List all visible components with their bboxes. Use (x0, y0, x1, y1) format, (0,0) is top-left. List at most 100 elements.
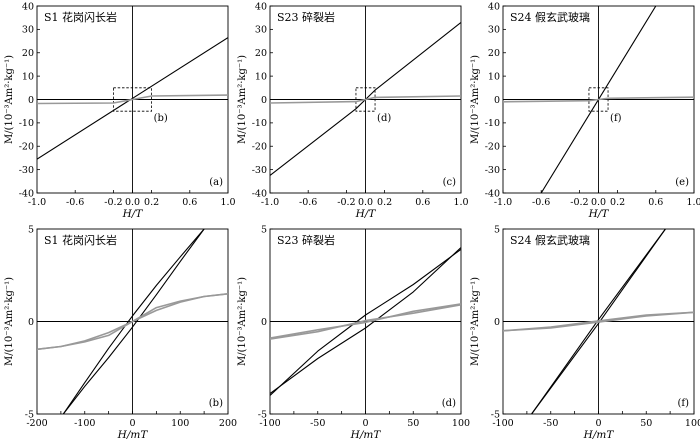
zoom-region-box (113, 87, 153, 112)
x-tick-label: 100 (452, 418, 470, 429)
y-axis-title: M/(10⁻³Am²·kg⁻¹) (4, 55, 15, 144)
y-tick-label: 0 (28, 95, 34, 106)
y-tick-label: -40 (252, 188, 267, 199)
zoom-region-label: (f) (610, 113, 622, 124)
panel-f: -100-50050100-505H/mTM/(10⁻³Am²·kg⁻¹)S24… (470, 224, 700, 441)
panel-b: -200 -100 0 100 200 -5 0 5 H/mT M/(10⁻³Am²·kg⁻¹) S… (4, 224, 237, 441)
y-axis-title: M/(10⁻³Am²·kg⁻¹) (237, 277, 248, 366)
y-tick-label: -30 (485, 165, 500, 176)
x-tick-label: 200 (219, 418, 237, 429)
x-tick-label: -0.6 (532, 197, 550, 208)
x-axis-title: H/T (588, 208, 610, 220)
panel-letter: (b) (209, 398, 223, 409)
y-tick-label: 40 (22, 1, 34, 12)
y-tick-label: 40 (488, 1, 500, 12)
induced-series-line (37, 293, 228, 351)
panel-title: S23 碎裂岩 (277, 10, 335, 24)
induced-series-line (37, 94, 228, 105)
x-tick-label: -1.0 (28, 197, 46, 208)
y-tick-label: 0 (494, 95, 500, 106)
x-tick-label: -50 (543, 418, 558, 429)
x-tick-label: 0.0 (591, 197, 606, 208)
y-axis-title: M/(10⁻³Am²·kg⁻¹) (237, 55, 248, 144)
series-group (270, 247, 461, 396)
x-tick-label: 0 (362, 418, 368, 429)
zoom-region-label: (b) (154, 113, 168, 124)
panel-d: -100 -50 0 50 100-505H/mTM/(10⁻³Am²·kg⁻¹)S23… (237, 224, 470, 441)
y-tick-label: 20 (255, 48, 267, 59)
panel-letter: (c) (443, 177, 457, 188)
total-series-line (62, 229, 205, 414)
y-tick-label: -30 (252, 165, 267, 176)
y-tick-label: -30 (19, 165, 34, 176)
induced-series-line (270, 95, 461, 104)
y-tick-label: -10 (252, 118, 267, 129)
x-axis-title: H/mT (117, 429, 149, 441)
y-tick-label: -5 (258, 409, 267, 420)
y-axis-title: M/(10⁻³Am²·kg⁻¹) (470, 55, 481, 144)
y-tick-label: 20 (22, 48, 34, 59)
x-axis-title: H/mT (583, 429, 615, 441)
x-tick-label: 1.0 (686, 197, 700, 208)
x-tick-label: 1.0 (453, 197, 468, 208)
x-tick-label: 0 (129, 418, 135, 429)
x-axis-title: H/mT (350, 429, 382, 441)
y-tick-label: -20 (485, 142, 500, 153)
zoom-region-box (355, 87, 376, 112)
y-tick-label: 30 (255, 25, 267, 36)
x-tick-label: -100 (74, 418, 95, 429)
y-tick-label: 30 (22, 25, 34, 36)
x-tick-label: -0.6 (66, 197, 84, 208)
y-tick-label: -10 (19, 118, 34, 129)
x-tick-label: 0.0 (358, 197, 373, 208)
x-tick-label: 50 (640, 418, 652, 429)
panel-a: -1.0 -0.6 -0.2 0.0 0.2 0.6 1.0 -40 -30 -20 -10 0 10 2… (4, 1, 236, 220)
x-tick-label: -50 (310, 418, 325, 429)
x-tick-label: -100 (259, 418, 280, 429)
induced-series-line (503, 96, 694, 103)
x-tick-label: 0.6 (415, 197, 430, 208)
x-axis-title: H/T (355, 208, 377, 220)
total-series-line (37, 37, 228, 160)
zoom-region-label: (d) (377, 113, 391, 124)
y-axis-title: M/(10⁻³Am²·kg⁻¹) (470, 277, 481, 366)
y-tick-label: 0 (494, 317, 500, 328)
induced-series-line (503, 311, 694, 332)
y-tick-label: 10 (255, 71, 267, 82)
x-tick-label: 0.0 (125, 197, 140, 208)
total-series-line (531, 229, 666, 414)
panel-title: S24 假玄武玻璃 (510, 233, 590, 247)
series-group (503, 229, 694, 414)
y-tick-label: 0 (28, 317, 34, 328)
x-tick-label: 0.6 (648, 197, 663, 208)
panel-e: -1.0 -0.6 -0.2 0.0 0.2 0.6 1.0 -40 -30 -20 -10 0 10 2… (470, 1, 700, 220)
x-tick-label: -0.6 (299, 197, 317, 208)
x-tick-label: -200 (26, 418, 47, 429)
x-tick-label: 50 (407, 418, 419, 429)
panel-title: S1 花岗闪长岩 (44, 10, 117, 24)
x-axis-title: H/T (122, 208, 144, 220)
y-tick-label: 30 (488, 25, 500, 36)
total-series-line (270, 247, 461, 395)
induced-series-line (270, 303, 461, 339)
y-tick-label: 10 (488, 71, 500, 82)
x-tick-label: -100 (492, 418, 513, 429)
series-group (503, 6, 694, 193)
x-tick-label: -1.0 (261, 197, 279, 208)
x-tick-label: 0.6 (182, 197, 197, 208)
y-tick-label: 20 (488, 48, 500, 59)
y-tick-label: -5 (25, 409, 34, 420)
series-group (270, 21, 461, 176)
y-tick-label: 5 (494, 224, 500, 235)
panel-title: S24 假玄武玻璃 (510, 10, 590, 24)
x-tick-label: -0.2 (104, 197, 122, 208)
total-series-line (62, 229, 205, 414)
y-tick-label: -10 (485, 118, 500, 129)
panel-title: S23 碎裂岩 (277, 233, 335, 247)
y-tick-label: 40 (255, 1, 267, 12)
y-tick-label: -20 (252, 142, 267, 153)
series-group (37, 37, 228, 160)
x-tick-label: 0.2 (377, 197, 392, 208)
panel-letter: (f) (677, 398, 689, 409)
